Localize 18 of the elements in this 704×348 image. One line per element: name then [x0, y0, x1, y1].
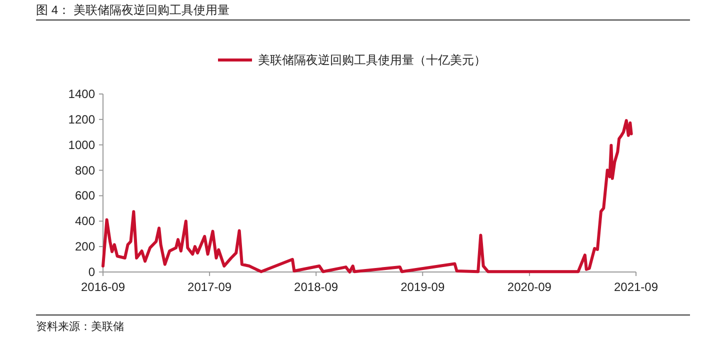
y-tick-label: 1000 — [68, 138, 96, 152]
y-tick-label: 1400 — [68, 87, 96, 101]
y-tick-label: 1200 — [68, 112, 96, 126]
legend-label: 美联储隔夜逆回购工具使用量（十亿美元） — [258, 53, 486, 67]
x-tick-label: 2021-09 — [614, 280, 658, 294]
y-tick-label: 0 — [88, 265, 96, 279]
y-tick-label: 400 — [74, 214, 96, 228]
chart-title: 图 4： 美联储隔夜逆回购工具使用量 — [36, 3, 230, 17]
x-tick-label: 2017-09 — [188, 280, 232, 294]
line-series — [102, 119, 633, 274]
y-tick-label: 800 — [74, 163, 96, 178]
x-tick-label: 2016-09 — [80, 280, 126, 294]
y-tick-label: 200 — [74, 240, 96, 254]
x-tick-label: 2020-09 — [507, 280, 552, 294]
y-tick-label: 600 — [74, 188, 96, 203]
text: 资料来源：美联储 — [36, 320, 124, 333]
x-tick-label: 2018-09 — [294, 280, 338, 294]
x-tick-label: 2019-09 — [400, 280, 445, 294]
